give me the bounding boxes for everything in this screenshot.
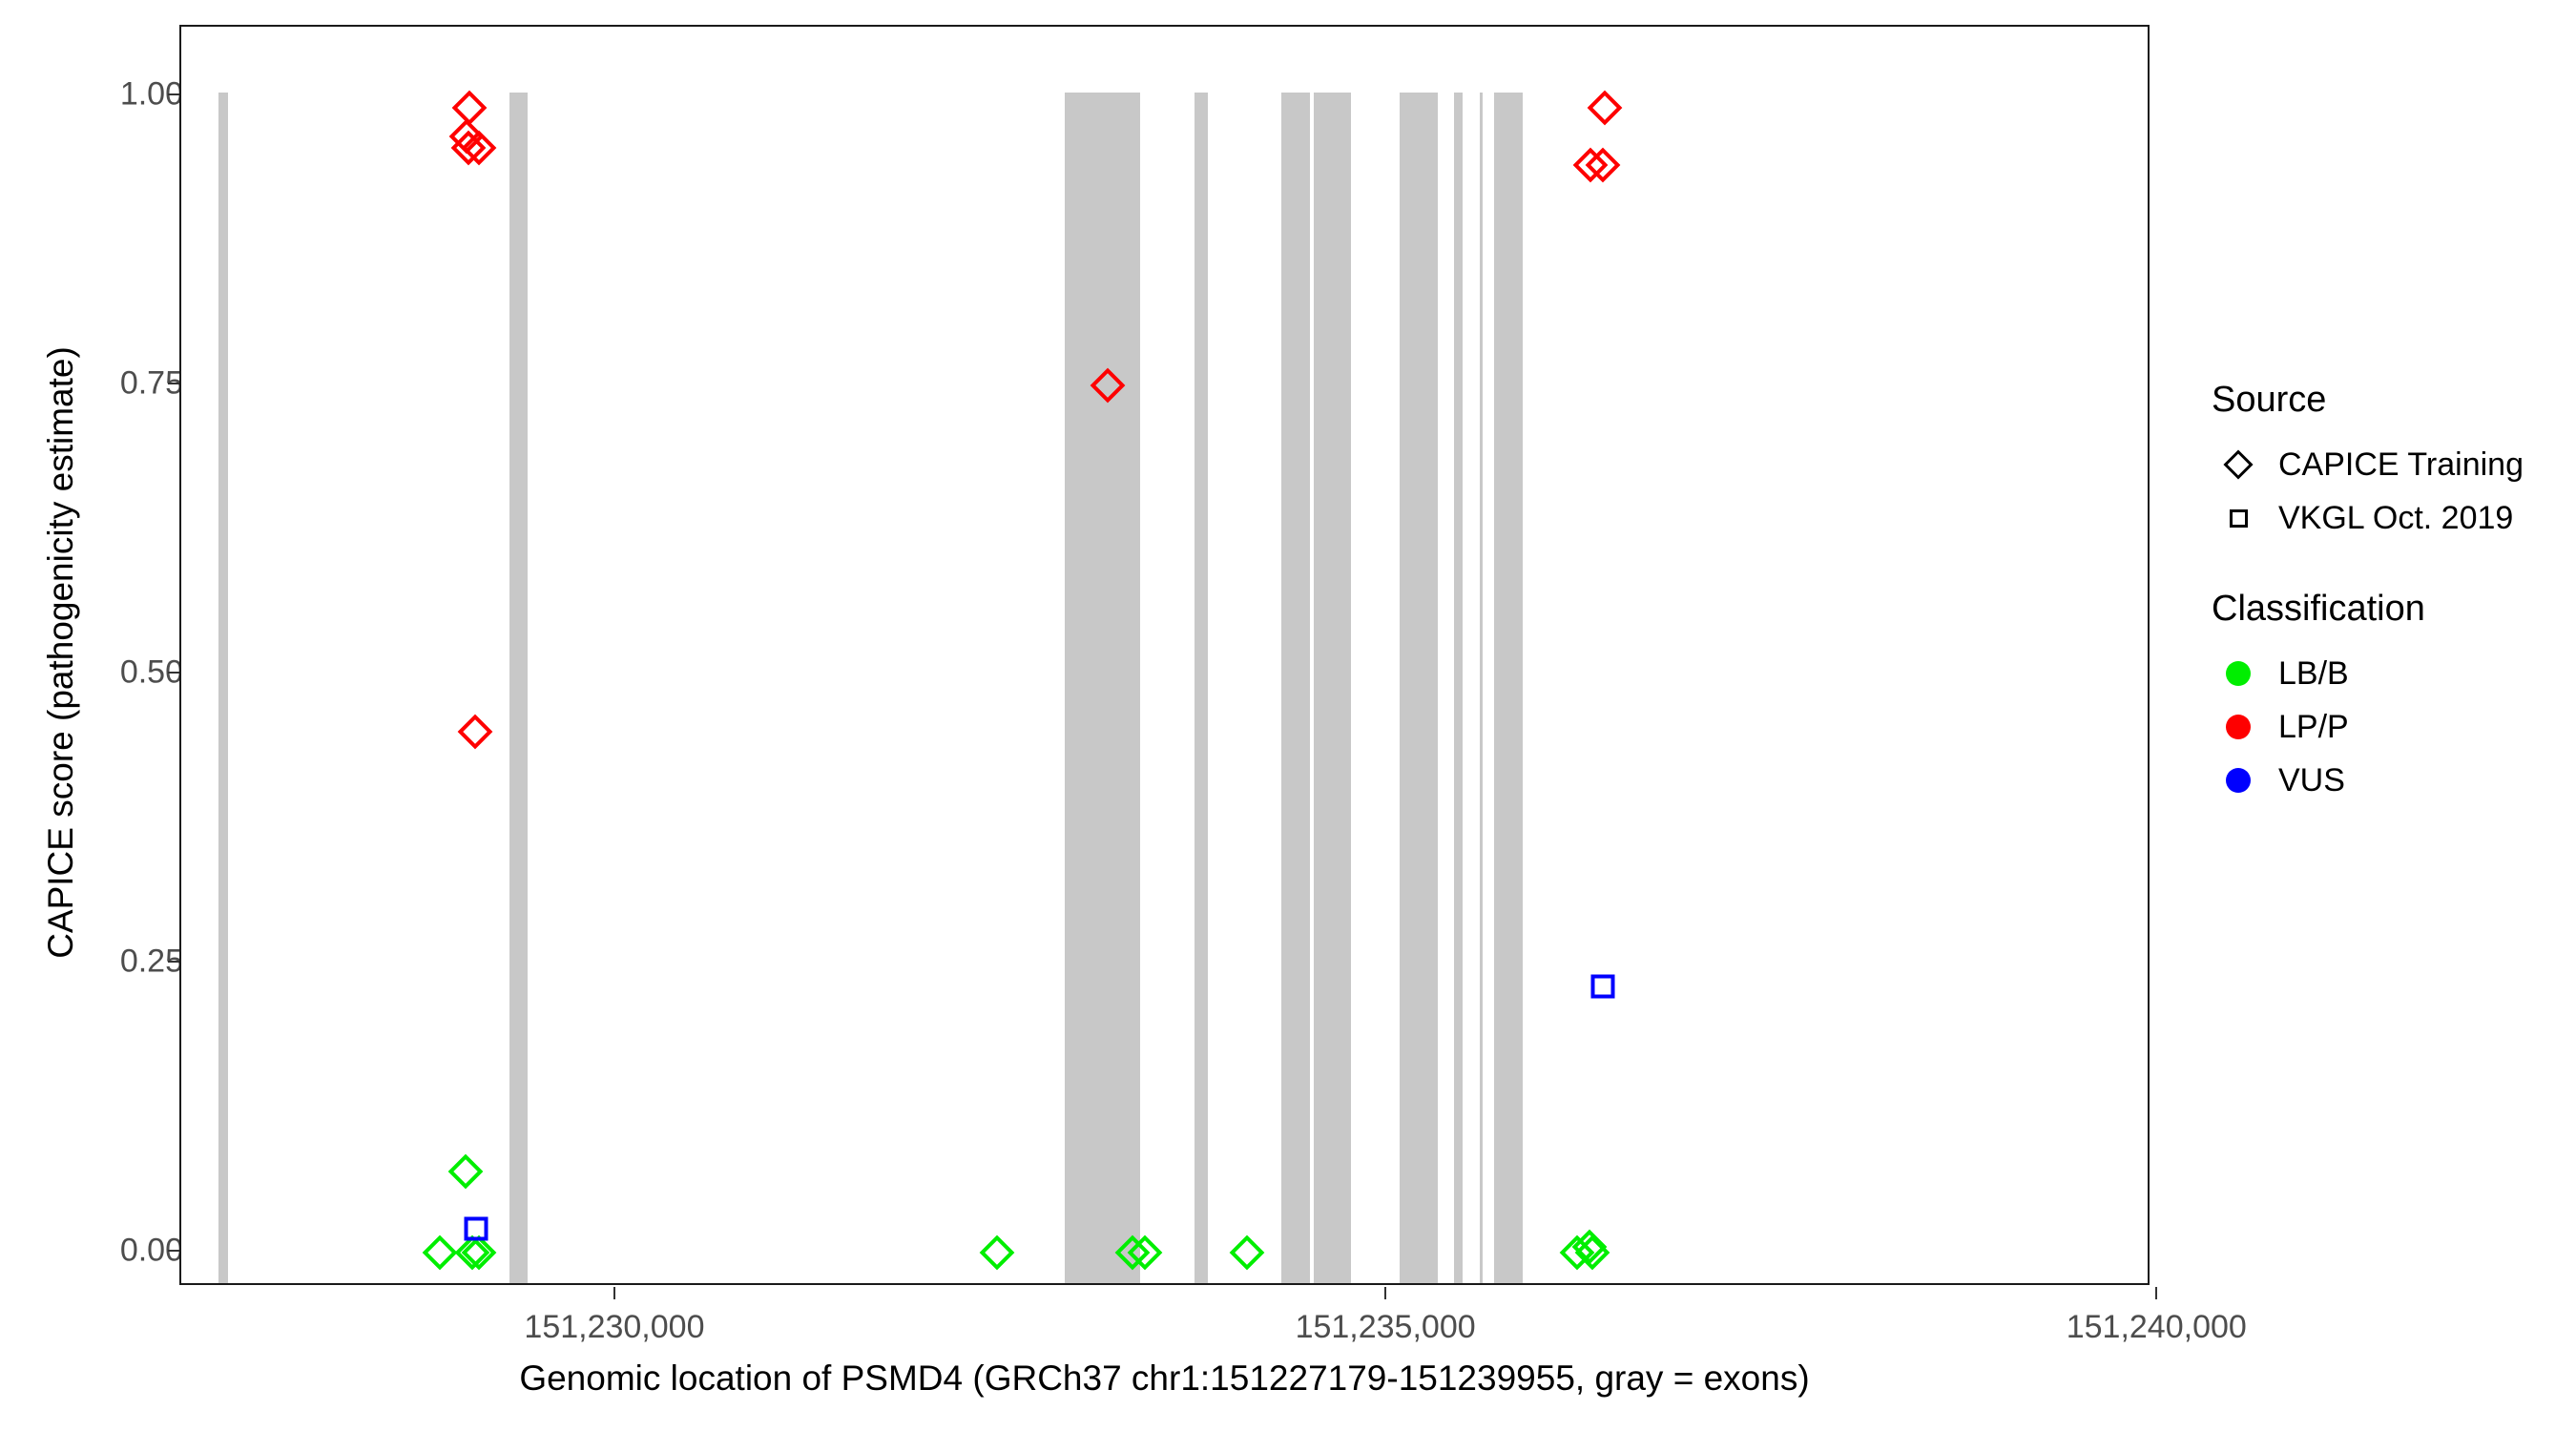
data-point-diamond — [422, 1234, 458, 1271]
data-point-square — [1590, 974, 1615, 999]
plot-panel — [179, 25, 2150, 1285]
legend-key-dot-icon — [2212, 700, 2265, 754]
y-tick-mark — [168, 1249, 179, 1252]
exon-bar — [1493, 92, 1524, 1283]
y-tick-mark — [168, 671, 179, 674]
x-tick-mark — [613, 1287, 615, 1299]
data-point-diamond — [451, 90, 487, 126]
legend-key-diamond-icon — [2212, 438, 2265, 491]
legend-item[interactable]: VKGL Oct. 2019 — [2212, 491, 2576, 545]
legend-key-dot-icon — [2212, 647, 2265, 700]
exon-bar — [1064, 92, 1140, 1283]
legend-group-title: Source — [2212, 380, 2327, 420]
diamond-glyph — [2223, 449, 2254, 480]
dot-glyph — [2226, 768, 2251, 793]
legend-key-square-icon — [2212, 491, 2265, 545]
y-tick-label: 0.75 — [119, 364, 183, 402]
exon-bar — [509, 92, 528, 1283]
square-glyph — [2229, 508, 2248, 528]
y-tick-mark — [168, 382, 179, 384]
y-tick-mark — [168, 93, 179, 95]
legend-item-label: VUS — [2278, 761, 2345, 798]
x-tick-label: 151,235,000 — [1295, 1309, 1476, 1345]
data-point-diamond — [979, 1234, 1015, 1271]
exon-bar — [218, 92, 228, 1283]
data-point-diamond — [1587, 90, 1623, 126]
exon-bar — [1195, 92, 1208, 1283]
y-tick-label: 0.25 — [119, 943, 183, 980]
legend: Source CAPICE Training VKGL Oct. 2019 Class… — [2212, 380, 2576, 851]
legend-item-label: LP/P — [2278, 708, 2349, 745]
y-tick-label: 1.00 — [119, 75, 183, 113]
legend-item-label: CAPICE Training — [2278, 446, 2524, 483]
exon-bar — [1400, 92, 1439, 1283]
x-tick-mark — [1384, 1287, 1387, 1299]
exon-bar — [1280, 92, 1311, 1283]
exon-bar — [1480, 92, 1483, 1283]
legend-item[interactable]: CAPICE Training — [2212, 438, 2576, 491]
x-tick-label: 151,230,000 — [524, 1309, 705, 1345]
data-point-diamond — [457, 714, 493, 750]
y-tick-label: 0.00 — [119, 1232, 183, 1269]
legend-group-title: Classification — [2212, 589, 2425, 629]
y-tick-mark — [168, 960, 179, 963]
legend-key-dot-icon — [2212, 754, 2265, 807]
exon-bar — [1453, 92, 1464, 1283]
legend-item[interactable]: LB/B — [2212, 647, 2576, 700]
y-tick-label: 0.50 — [119, 653, 183, 691]
x-tick-label: 151,240,000 — [2066, 1309, 2247, 1345]
dot-glyph — [2226, 661, 2251, 686]
legend-item-label: VKGL Oct. 2019 — [2278, 499, 2514, 536]
legend-item-label: LB/B — [2278, 654, 2349, 692]
exon-bar — [1313, 92, 1352, 1283]
x-axis-title: Genomic location of PSMD4 (GRCh37 chr1:1… — [519, 1358, 1810, 1398]
legend-group: Classification LB/B LP/P VUS — [2212, 589, 2576, 807]
x-tick-mark — [2155, 1287, 2158, 1299]
legend-group: Source CAPICE Training VKGL Oct. 2019 — [2212, 380, 2576, 545]
data-point-square — [464, 1216, 488, 1241]
dot-glyph — [2226, 715, 2251, 739]
data-point-diamond — [447, 1153, 484, 1190]
data-point-diamond — [1229, 1234, 1265, 1271]
legend-item[interactable]: VUS — [2212, 754, 2576, 807]
legend-item[interactable]: LP/P — [2212, 700, 2576, 754]
